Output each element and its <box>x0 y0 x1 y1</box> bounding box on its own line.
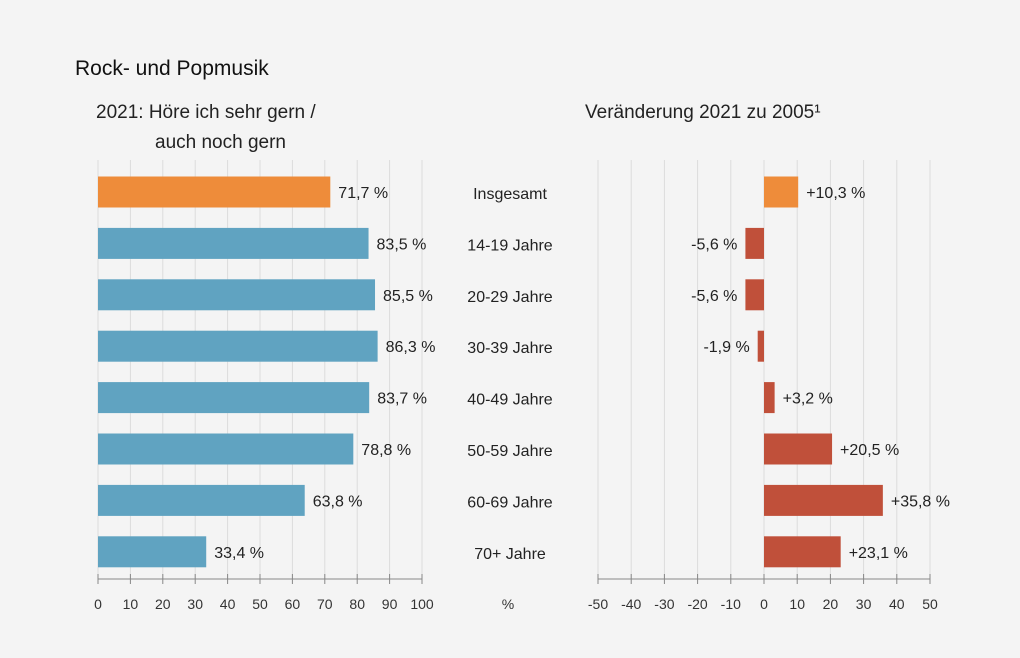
right-data-label: +23,1 % <box>849 545 908 562</box>
left-tick-label: 30 <box>187 596 203 612</box>
left-data-label: 63,8 % <box>313 493 363 510</box>
right-data-label: +20,5 % <box>840 442 899 459</box>
right-data-label: +10,3 % <box>806 185 865 202</box>
category-label: 20-29 Jahre <box>467 289 552 306</box>
left-data-label: 85,5 % <box>383 288 433 305</box>
left-tick-label: 80 <box>349 596 365 612</box>
right-bar <box>757 330 764 362</box>
left-tick-label: 60 <box>285 596 301 612</box>
right-bar <box>764 536 841 568</box>
right-bar <box>745 227 764 259</box>
right-tick-label: -30 <box>654 596 674 612</box>
left-bar <box>98 227 369 259</box>
left-tick-label: 90 <box>382 596 398 612</box>
left-axis-unit: % <box>502 596 514 612</box>
right-tick-label: -20 <box>687 596 707 612</box>
left-tick-label: 10 <box>123 596 139 612</box>
category-label: 60-69 Jahre <box>467 494 552 511</box>
right-data-label: -1,9 % <box>703 339 749 356</box>
category-label: 14-19 Jahre <box>467 237 552 254</box>
left-data-label: 83,7 % <box>377 391 427 408</box>
right-tick-label: 40 <box>889 596 905 612</box>
left-subtitle-line: auch noch gern <box>155 132 286 153</box>
left-tick-label: 40 <box>220 596 236 612</box>
right-data-label: +35,8 % <box>891 493 950 510</box>
left-subtitle-line: 2021: Höre ich sehr gern / <box>96 102 316 123</box>
right-bar <box>764 433 833 465</box>
right-data-label: -5,6 % <box>691 236 737 253</box>
left-data-label: 86,3 % <box>386 339 436 356</box>
left-data-label: 83,5 % <box>377 236 427 253</box>
left-data-label: 78,8 % <box>361 442 411 459</box>
right-bar <box>764 176 799 208</box>
right-bar <box>745 279 764 311</box>
right-data-label: +3,2 % <box>783 391 833 408</box>
left-tick-label: 100 <box>410 596 434 612</box>
left-tick-label: 50 <box>252 596 268 612</box>
right-data-label: -5,6 % <box>691 288 737 305</box>
left-bar <box>98 382 370 414</box>
right-tick-label: 20 <box>823 596 839 612</box>
right-tick-label: 10 <box>789 596 805 612</box>
right-tick-label: 30 <box>856 596 872 612</box>
left-tick-label: 0 <box>94 596 102 612</box>
category-label: 70+ Jahre <box>474 546 546 563</box>
left-tick-label: 20 <box>155 596 171 612</box>
right-bar <box>764 484 883 516</box>
right-tick-label: 50 <box>922 596 938 612</box>
left-bar <box>98 279 376 311</box>
right-bar <box>764 382 775 414</box>
category-label: 50-59 Jahre <box>467 443 552 460</box>
left-data-label: 71,7 % <box>338 185 388 202</box>
right-tick-label: 0 <box>760 596 768 612</box>
right-subtitle: Veränderung 2021 zu 2005¹ <box>585 102 821 123</box>
left-bar <box>98 536 207 568</box>
left-tick-label: 70 <box>317 596 333 612</box>
left-bar <box>98 330 378 362</box>
left-bar <box>98 484 305 516</box>
left-data-label: 33,4 % <box>214 545 264 562</box>
chart-title: Rock- und Popmusik <box>75 57 269 80</box>
category-label: 30-39 Jahre <box>467 340 552 357</box>
right-tick-label: -10 <box>721 596 741 612</box>
right-tick-label: -50 <box>588 596 608 612</box>
category-label: 40-49 Jahre <box>467 392 552 409</box>
right-tick-label: -40 <box>621 596 641 612</box>
category-label: Insgesamt <box>473 186 547 203</box>
left-bar <box>98 176 331 208</box>
left-bar <box>98 433 354 465</box>
